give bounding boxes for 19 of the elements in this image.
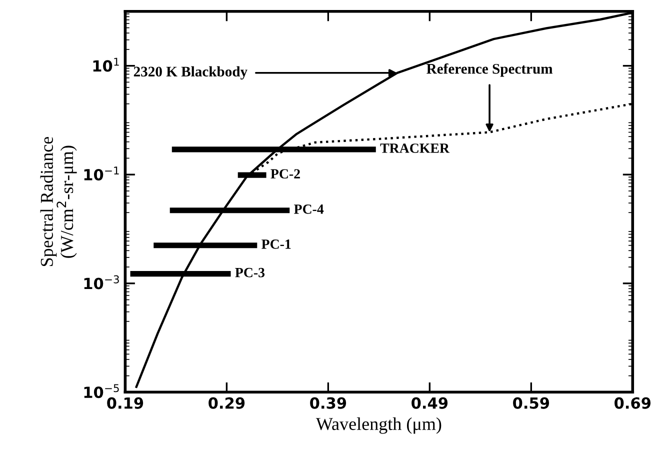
x-tick-label: 0.49 [412,397,448,409]
y-tick-label: 10$^{1}$ [93,58,119,72]
series-label: PC-3 [235,268,265,278]
y-tick-label: 10$^{−5}$ [84,384,119,398]
y-tick-label: 10$^{−1}$ [84,166,119,180]
series-label: PC-1 [262,239,291,249]
series-label: PC-4 [294,204,324,214]
x-tick-label: 0.19 [107,397,144,409]
y-axis-title: Spectral Radiance (W/cm$^{2}$-sr-μm) [40,136,77,266]
annotation: Reference Spectrum [426,63,553,77]
annotation: 2320 K Blackbody [134,66,248,80]
x-tick-label: 0.69 [614,397,651,409]
y-tick-label: 10$^{−3}$ [84,275,119,290]
x-tick-label: 0.59 [513,397,550,409]
x-axis-title: Wavelength (μm) [316,417,442,434]
series-label: PC-2 [270,169,300,179]
x-tick-label: 0.29 [208,397,245,409]
series-label: TRACKER [380,144,450,153]
x-tick-label: 0.39 [310,397,346,409]
